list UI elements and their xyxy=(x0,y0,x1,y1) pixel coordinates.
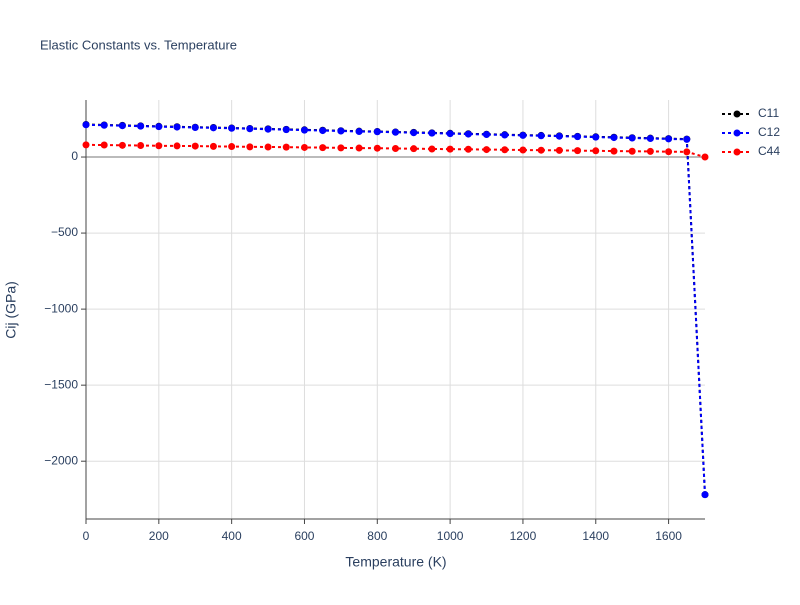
x-tick-label: 1400 xyxy=(582,529,609,543)
data-point xyxy=(574,133,582,141)
data-point xyxy=(610,134,618,142)
data-point xyxy=(337,144,345,152)
data-point xyxy=(501,131,509,139)
y-tick-label: −1000 xyxy=(44,301,78,315)
data-point xyxy=(683,135,691,143)
legend-marker xyxy=(733,148,741,156)
data-point xyxy=(592,147,600,155)
data-point xyxy=(464,145,472,153)
x-tick-label: 800 xyxy=(367,529,387,543)
legend-marker xyxy=(733,110,741,118)
data-point xyxy=(100,141,108,149)
data-point xyxy=(137,141,145,149)
data-point xyxy=(282,143,290,151)
data-point xyxy=(410,129,418,137)
chart-title: Elastic Constants vs. Temperature xyxy=(40,37,237,52)
data-point xyxy=(300,126,308,134)
data-point xyxy=(264,143,272,151)
data-point xyxy=(355,127,363,135)
data-point xyxy=(319,127,327,135)
data-point xyxy=(264,125,272,133)
data-point xyxy=(665,135,673,143)
data-point xyxy=(191,124,199,132)
x-axis-label: Temperature (K) xyxy=(345,554,446,570)
data-point xyxy=(610,147,618,155)
y-tick-label: −1500 xyxy=(44,377,78,391)
data-point xyxy=(446,130,454,138)
data-point xyxy=(319,144,327,152)
series-line xyxy=(85,143,706,158)
data-point xyxy=(519,131,527,139)
legend-marker xyxy=(733,129,741,137)
x-tick-label: 0 xyxy=(83,529,90,543)
data-point xyxy=(228,143,236,151)
data-point xyxy=(209,142,217,150)
y-axis-label: Cij (GPa) xyxy=(3,281,19,339)
data-point xyxy=(300,143,308,151)
data-point xyxy=(646,134,654,142)
data-point xyxy=(665,148,673,156)
data-point xyxy=(592,133,600,141)
y-tick-label: −2000 xyxy=(44,453,78,467)
data-point xyxy=(118,141,126,149)
x-tick-label: 600 xyxy=(294,529,314,543)
data-point xyxy=(173,123,181,131)
data-point xyxy=(246,143,254,151)
data-point xyxy=(100,121,108,129)
data-point xyxy=(228,124,236,132)
data-point xyxy=(628,147,636,155)
data-point xyxy=(209,124,217,132)
data-point xyxy=(483,131,491,139)
legend-label: C12 xyxy=(758,125,780,139)
data-point xyxy=(282,126,290,134)
data-point xyxy=(82,141,90,149)
data-point xyxy=(155,142,163,150)
data-point xyxy=(337,127,345,135)
data-point xyxy=(574,147,582,155)
data-point xyxy=(392,145,399,153)
data-point xyxy=(82,121,90,129)
data-point xyxy=(191,142,199,150)
y-tick-label: 0 xyxy=(71,149,78,163)
data-point xyxy=(373,128,381,136)
series-line xyxy=(85,123,706,495)
data-point xyxy=(537,146,545,154)
data-point xyxy=(118,122,126,130)
data-point xyxy=(501,146,509,154)
x-tick-label: 1000 xyxy=(437,529,464,543)
data-point xyxy=(446,145,454,153)
data-point xyxy=(137,122,145,130)
data-point xyxy=(392,128,399,136)
data-point xyxy=(410,145,418,153)
x-tick-label: 1200 xyxy=(510,529,537,543)
data-point xyxy=(701,491,709,499)
x-tick-label: 1600 xyxy=(655,529,682,543)
data-point xyxy=(173,142,181,150)
data-point xyxy=(701,153,709,161)
legend-label: C44 xyxy=(758,144,780,158)
data-point xyxy=(373,144,381,152)
x-tick-label: 400 xyxy=(222,529,242,543)
data-point xyxy=(683,148,691,156)
data-point xyxy=(555,146,563,154)
data-point xyxy=(537,132,545,140)
data-point xyxy=(646,147,654,155)
data-point xyxy=(628,134,636,142)
data-point xyxy=(428,129,436,137)
data-point xyxy=(519,146,527,154)
data-point xyxy=(355,144,363,152)
data-point xyxy=(483,146,491,154)
data-point xyxy=(555,132,563,140)
data-point xyxy=(155,123,163,131)
y-tick-label: −500 xyxy=(51,225,78,239)
x-tick-label: 200 xyxy=(149,529,169,543)
data-point xyxy=(428,145,436,153)
data-point xyxy=(464,130,472,138)
data-point xyxy=(246,125,254,133)
legend-label: C11 xyxy=(758,106,779,120)
